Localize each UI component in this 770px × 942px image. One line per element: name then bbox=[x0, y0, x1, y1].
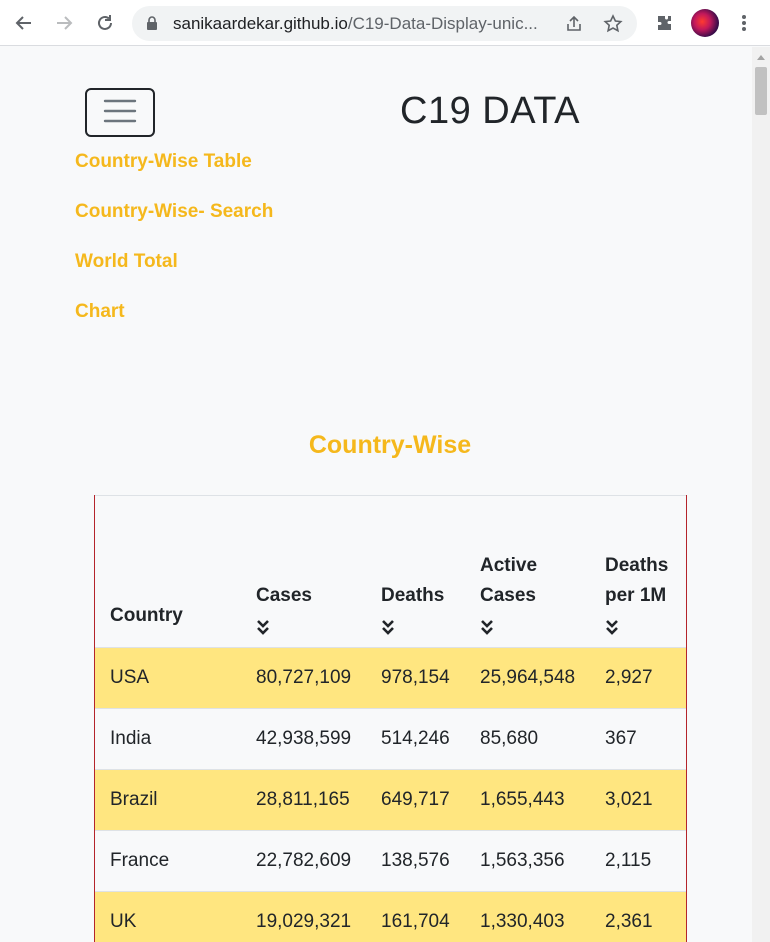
scrollbar-thumb[interactable] bbox=[755, 67, 767, 115]
cell-cases: 42,938,599 bbox=[241, 708, 366, 770]
cell-deaths-per-1m: 2,927 bbox=[590, 647, 686, 709]
cell-deaths: 514,246 bbox=[366, 708, 465, 770]
nav-link-chart[interactable]: Chart bbox=[75, 301, 125, 322]
column-header-deaths-per-1m[interactable]: Deaths per 1M bbox=[590, 495, 686, 648]
cell-country: UK bbox=[95, 891, 241, 942]
cell-deaths-per-1m: 2,115 bbox=[590, 830, 686, 892]
sort-chevron-icon[interactable] bbox=[381, 615, 455, 635]
sort-chevron-icon[interactable] bbox=[605, 615, 676, 635]
table-row: France 22,782,609 138,576 1,563,356 2,11… bbox=[95, 830, 686, 892]
cell-cases: 28,811,165 bbox=[241, 769, 366, 831]
url-text[interactable]: sanikaardekar.github.io/C19-Data-Display… bbox=[173, 14, 538, 33]
cell-deaths: 978,154 bbox=[366, 647, 465, 709]
sort-chevron-icon[interactable] bbox=[256, 615, 356, 635]
profile-avatar[interactable] bbox=[691, 9, 719, 37]
hamburger-menu-icon bbox=[103, 98, 137, 127]
page-viewport: C19 DATA Country-Wise Table Country-Wise… bbox=[0, 47, 752, 942]
cell-active-cases: 1,563,356 bbox=[465, 830, 590, 892]
cell-country: France bbox=[95, 830, 241, 892]
cell-country: USA bbox=[95, 647, 241, 709]
column-header-cases[interactable]: Cases bbox=[241, 495, 366, 648]
kebab-menu-icon[interactable] bbox=[732, 11, 756, 35]
back-arrow-icon[interactable] bbox=[12, 11, 36, 35]
table-row: Brazil 28,811,165 649,717 1,655,443 3,02… bbox=[95, 769, 686, 831]
navbar-toggler-button[interactable] bbox=[85, 88, 155, 137]
country-table: Country Cases Deaths Active Cases De bbox=[95, 495, 686, 942]
cell-deaths: 138,576 bbox=[366, 830, 465, 892]
table-header-row: Country Cases Deaths Active Cases De bbox=[95, 495, 686, 648]
column-header-country: Country bbox=[95, 495, 241, 648]
table-row: India 42,938,599 514,246 85,680 367 bbox=[95, 708, 686, 770]
browser-toolbar: sanikaardekar.github.io/C19-Data-Display… bbox=[0, 0, 770, 46]
bookmark-star-icon[interactable] bbox=[603, 14, 623, 34]
table-row: UK 19,029,321 161,704 1,330,403 2,361 bbox=[95, 891, 686, 942]
cell-deaths-per-1m: 3,021 bbox=[590, 769, 686, 831]
cell-deaths-per-1m: 2,361 bbox=[590, 891, 686, 942]
extensions-puzzle-icon[interactable] bbox=[652, 11, 676, 35]
nav-link-country-wise-table[interactable]: Country-Wise Table bbox=[75, 151, 252, 172]
cell-active-cases: 1,330,403 bbox=[465, 891, 590, 942]
nav-link-country-wise-search[interactable]: Country-Wise- Search bbox=[75, 201, 274, 222]
cell-cases: 19,029,321 bbox=[241, 891, 366, 942]
navbar-brand[interactable]: C19 DATA bbox=[400, 90, 580, 132]
table-row: USA 80,727,109 978,154 25,964,548 2,927 bbox=[95, 647, 686, 709]
sort-chevron-icon[interactable] bbox=[480, 615, 580, 635]
cell-deaths: 161,704 bbox=[366, 891, 465, 942]
vertical-scrollbar[interactable] bbox=[752, 47, 770, 942]
cell-active-cases: 25,964,548 bbox=[465, 647, 590, 709]
reload-icon[interactable] bbox=[93, 11, 117, 35]
forward-arrow-icon[interactable] bbox=[52, 11, 76, 35]
cell-active-cases: 85,680 bbox=[465, 708, 590, 770]
nav-links: Country-Wise Table Country-Wise- Search … bbox=[75, 151, 273, 351]
cell-deaths: 649,717 bbox=[366, 769, 465, 831]
cell-country: India bbox=[95, 708, 241, 770]
section-title: Country-Wise bbox=[308, 431, 472, 459]
cell-cases: 22,782,609 bbox=[241, 830, 366, 892]
lock-icon[interactable] bbox=[146, 16, 158, 35]
nav-link-world-total[interactable]: World Total bbox=[75, 251, 178, 272]
cell-cases: 80,727,109 bbox=[241, 647, 366, 709]
cell-deaths-per-1m: 367 bbox=[590, 708, 686, 770]
country-table-container: Country Cases Deaths Active Cases De bbox=[94, 495, 687, 942]
cell-active-cases: 1,655,443 bbox=[465, 769, 590, 831]
column-header-active-cases[interactable]: Active Cases bbox=[465, 495, 590, 648]
cell-country: Brazil bbox=[95, 769, 241, 831]
scroll-up-arrow-icon[interactable] bbox=[757, 55, 765, 60]
share-icon[interactable] bbox=[564, 14, 584, 34]
address-bar[interactable]: sanikaardekar.github.io/C19-Data-Display… bbox=[132, 6, 637, 41]
column-header-deaths[interactable]: Deaths bbox=[366, 495, 465, 648]
